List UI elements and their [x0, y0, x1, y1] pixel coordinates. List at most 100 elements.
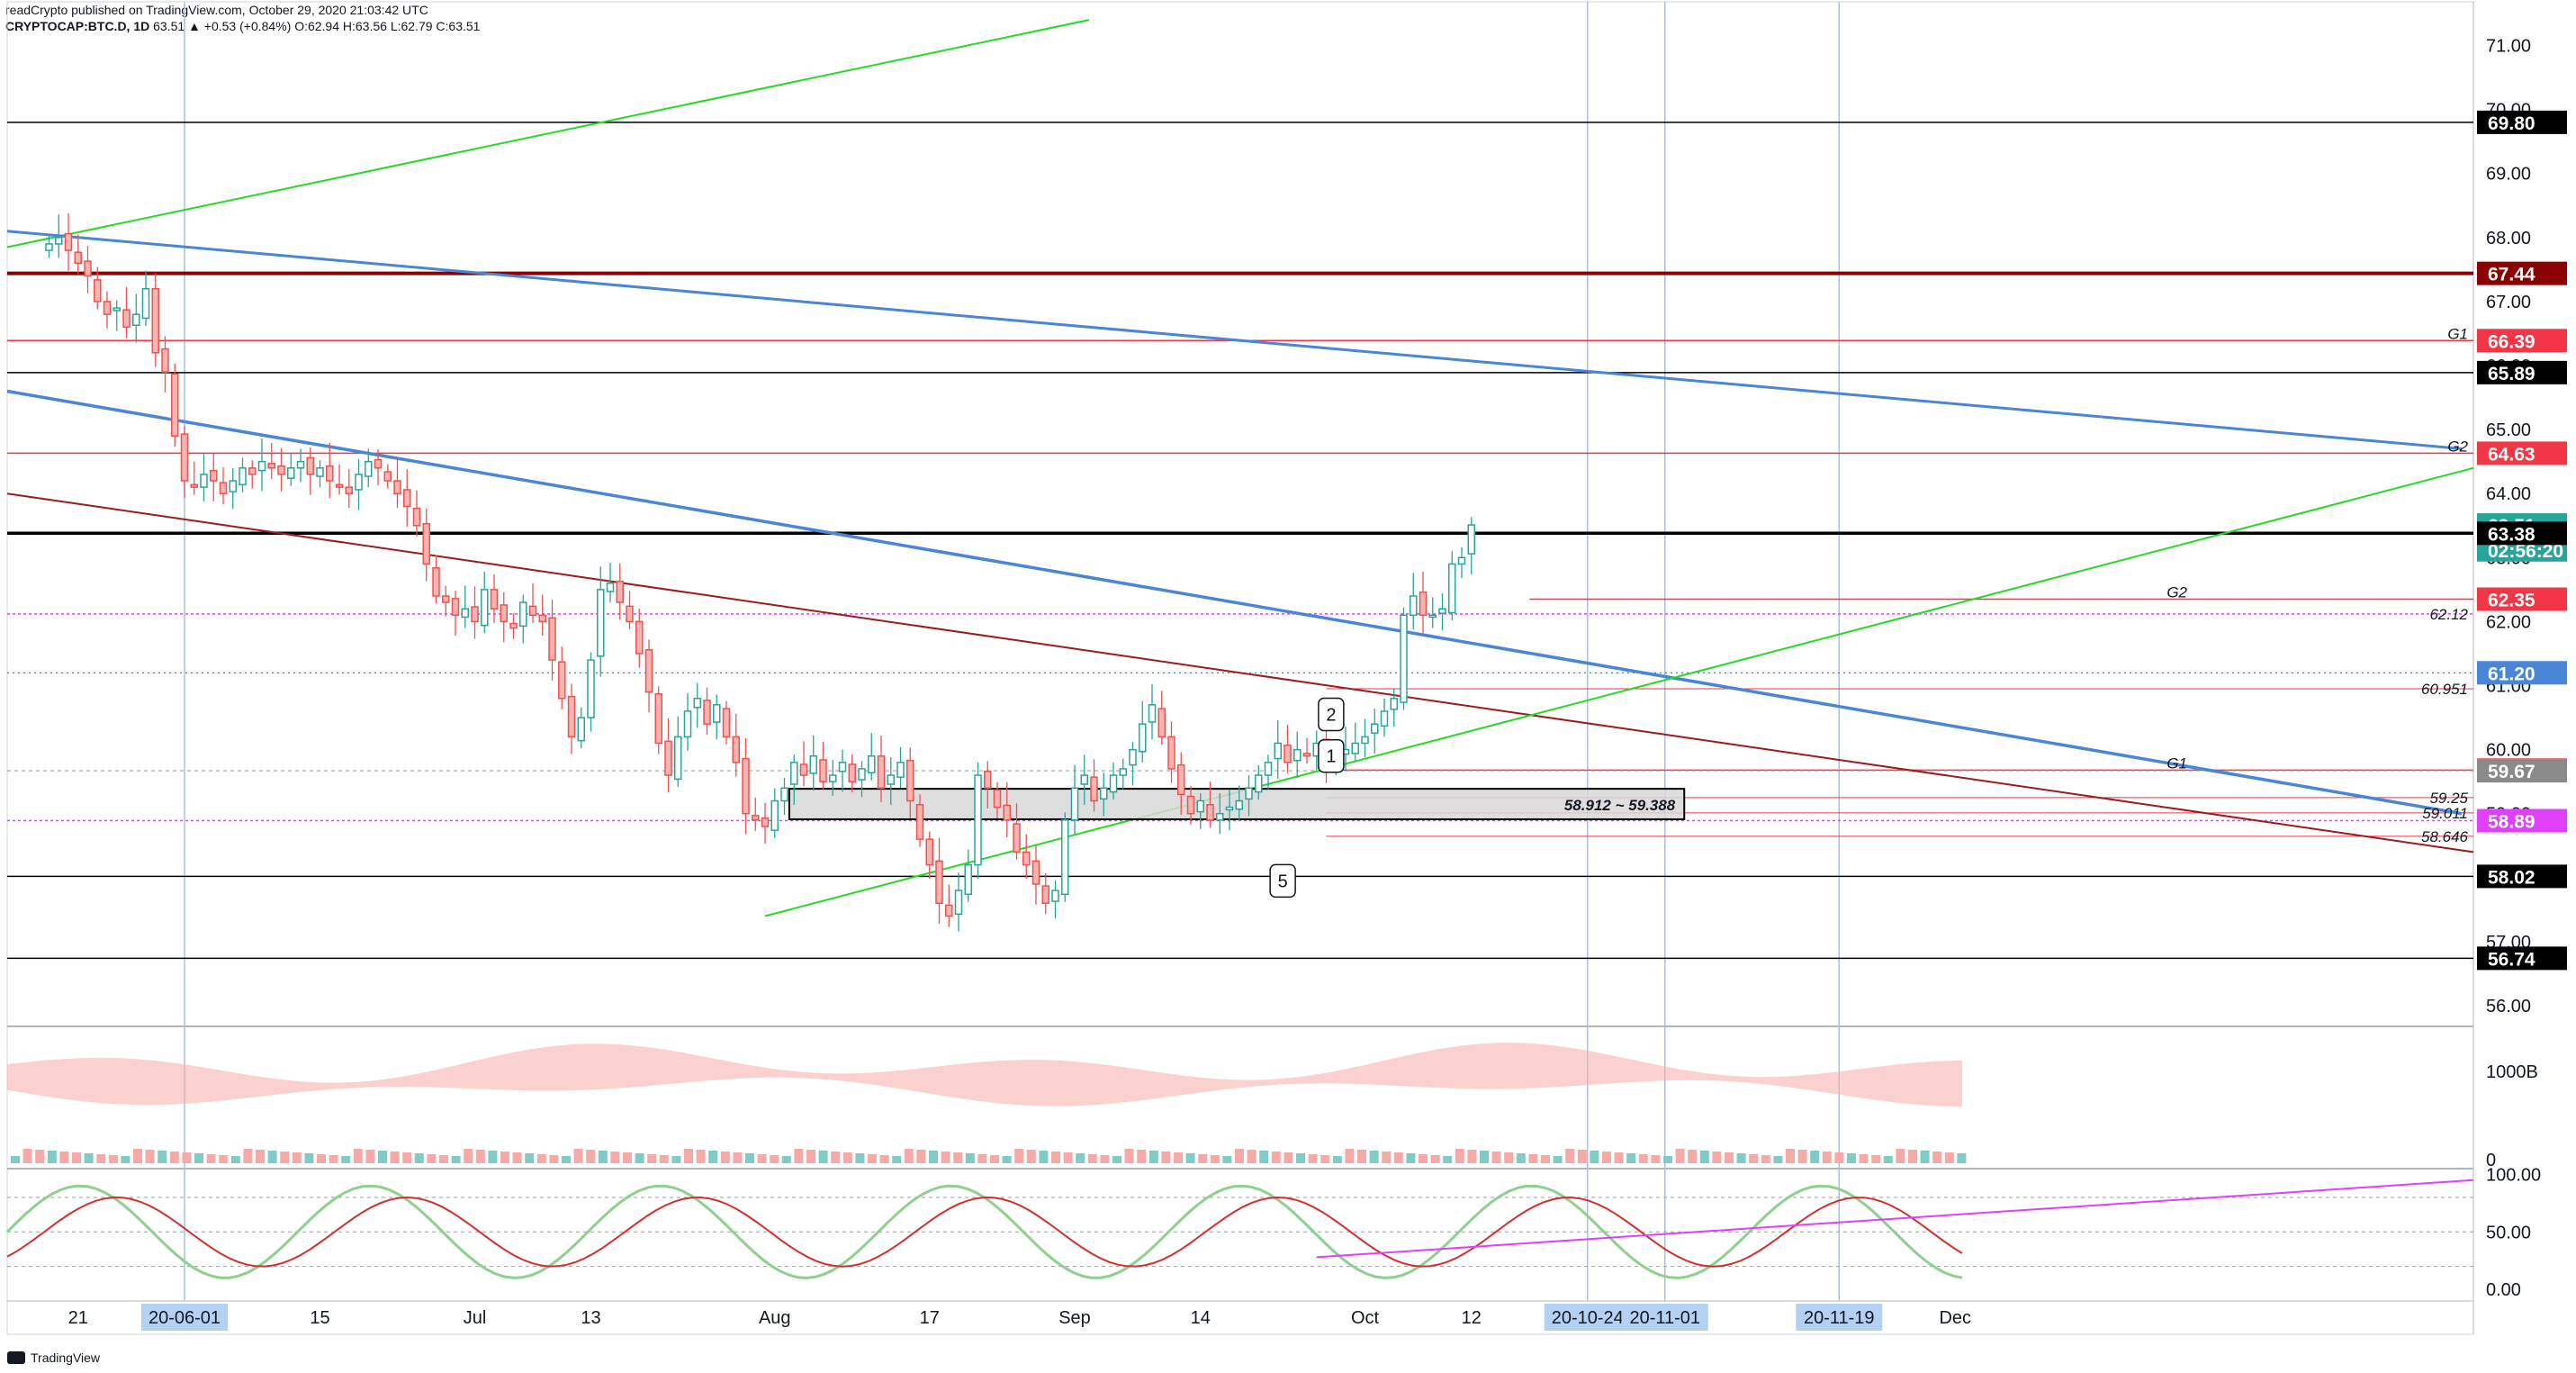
candle-body: [1302, 753, 1311, 757]
volume-bar: [1797, 1150, 1807, 1163]
candle-body: [752, 815, 760, 821]
candle-body: [1070, 787, 1079, 821]
volume-bar: [47, 1151, 57, 1163]
candle-body: [210, 469, 218, 482]
volume-bar: [1504, 1152, 1514, 1163]
blue-trend-line: [6, 230, 2463, 450]
candle-body: [481, 589, 489, 627]
candle-body: [519, 601, 527, 628]
y-tick-label: 69.00: [2486, 165, 2531, 185]
volume-bar: [1419, 1154, 1428, 1163]
wave-callout: [1318, 697, 1345, 732]
candle-body: [945, 904, 953, 917]
candle-body: [742, 757, 750, 815]
candle-body: [829, 774, 837, 782]
volume-bar: [1822, 1152, 1832, 1163]
volume-bar: [1553, 1156, 1563, 1163]
candle-body: [355, 474, 363, 491]
volume-bar: [708, 1151, 718, 1163]
candle-body: [1090, 776, 1098, 802]
price-label-bg: [2477, 261, 2567, 285]
volume-bar: [1626, 1153, 1636, 1163]
volume-bar: [1235, 1149, 1244, 1163]
footer-brand: TradingView: [7, 1350, 100, 1365]
candle-body: [509, 622, 518, 629]
volume-bar: [1761, 1155, 1770, 1163]
candle-body: [993, 789, 1002, 808]
volume-bar: [1247, 1150, 1256, 1163]
volume-bar: [770, 1155, 779, 1163]
volume-bar: [121, 1156, 131, 1163]
candle-body: [819, 759, 827, 782]
candle-body: [490, 589, 499, 610]
volume-bar: [562, 1156, 571, 1163]
candle-body: [935, 860, 943, 904]
price-label: 61.20: [2488, 664, 2535, 684]
tradingview-logo-icon: [7, 1351, 25, 1364]
volume-bar: [929, 1151, 938, 1163]
volume-bar: [1174, 1152, 1183, 1163]
price-label-bg: [2477, 329, 2567, 353]
volume-bar: [1198, 1154, 1208, 1163]
volume-bar: [1871, 1155, 1881, 1163]
price-label: 63.38: [2488, 524, 2535, 545]
candle-body: [1283, 744, 1292, 763]
candle-body: [1196, 799, 1204, 813]
candle-body: [45, 243, 53, 251]
candle-body: [1245, 787, 1253, 800]
y-tick-label: 0.00: [2486, 1280, 2521, 1300]
volume-bar: [610, 1152, 620, 1163]
volume-bar: [378, 1151, 387, 1163]
volume-bar: [451, 1156, 461, 1163]
candle-body: [229, 480, 237, 492]
date-marker-bg: [1621, 1304, 1708, 1331]
candle-body: [567, 695, 576, 738]
volume-bar: [23, 1149, 32, 1163]
volume-bar: [842, 1152, 852, 1163]
volume-bar: [879, 1155, 889, 1163]
candle-body: [838, 762, 847, 772]
candle-body: [1080, 774, 1088, 785]
volume-bar: [402, 1152, 412, 1163]
candle-body: [558, 661, 566, 700]
volume-bar: [1944, 1152, 1954, 1163]
volume-bar: [586, 1150, 596, 1163]
candle-body: [296, 460, 305, 469]
volume-bar: [1675, 1149, 1685, 1163]
candle-body: [1119, 768, 1127, 776]
volume-bar: [1932, 1152, 1942, 1163]
price-label: 69.80: [2488, 113, 2535, 134]
price-label: 62.35: [2488, 591, 2535, 611]
candle-body: [1186, 795, 1195, 815]
volume-bar: [1577, 1150, 1587, 1163]
volume-bar: [573, 1149, 583, 1163]
candle-body: [1448, 563, 1456, 614]
g-tag-note: G2: [2166, 584, 2187, 601]
volume-bar: [1271, 1152, 1281, 1163]
candle-body: [1400, 614, 1408, 703]
volume-bar: [818, 1151, 828, 1163]
volume-bar: [1259, 1151, 1269, 1163]
candle-body: [403, 489, 411, 508]
volume-bar: [977, 1154, 987, 1163]
volume-bar: [304, 1153, 314, 1163]
g-tag-note: G1: [2166, 754, 2187, 772]
volume-bar: [745, 1153, 754, 1163]
volume-bar: [206, 1154, 216, 1163]
candle-body: [713, 704, 721, 723]
price-label-bg: [2477, 759, 2567, 783]
volume-bar: [990, 1155, 999, 1163]
volume-bar: [194, 1153, 203, 1163]
volume-bar: [1087, 1154, 1097, 1163]
candle-body: [683, 710, 692, 738]
candle-body: [799, 763, 808, 776]
candle-body: [316, 467, 324, 477]
volume-bar: [916, 1150, 926, 1163]
volume-bar: [1638, 1154, 1648, 1163]
volume-bar: [1222, 1156, 1232, 1163]
volume-bar: [794, 1149, 804, 1163]
volume-bar: [1908, 1150, 1917, 1163]
green-trend-line: [764, 466, 2474, 917]
chart-header: readCrypto published on TradingView.com,…: [5, 2, 480, 34]
